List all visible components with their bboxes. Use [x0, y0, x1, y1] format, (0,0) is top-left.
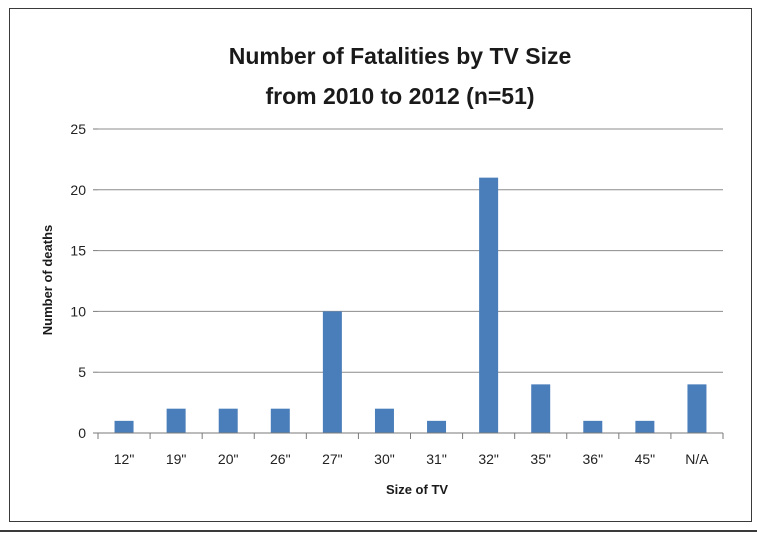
x-tick-label: 32": [478, 451, 499, 467]
bar: [166, 408, 186, 433]
bar: [427, 420, 447, 433]
x-tick-label: 45": [635, 451, 656, 467]
gridlines: [98, 128, 723, 373]
bar: [218, 408, 238, 433]
bar: [114, 420, 134, 433]
x-tick-label: 19": [166, 451, 187, 467]
y-tick-label: 15: [70, 243, 86, 259]
y-axis-ticks: 0 5 10 15 20 25: [70, 121, 98, 441]
x-tick-label: N/A: [685, 451, 709, 467]
y-tick-label: 0: [78, 425, 86, 441]
y-axis-label: Number of deaths: [40, 225, 55, 336]
chart-title-line-1: Number of Fatalities by TV Size: [229, 43, 572, 69]
x-axis-ticks: 12" 19" 20" 26" 27" 30" 31" 32" 35" 36" 45" N/A: [97, 433, 724, 467]
bar: [687, 384, 707, 433]
y-tick-label: 10: [70, 303, 86, 319]
bar: [322, 311, 342, 433]
x-axis-label: Size of TV: [386, 482, 448, 497]
bar: [635, 420, 655, 433]
x-tick-label: 12": [114, 451, 135, 467]
x-tick-label: 27": [322, 451, 343, 467]
x-tick-label: 36": [583, 451, 604, 467]
bottom-rule: [0, 530, 757, 532]
chart-title-line-2: from 2010 to 2012 (n=51): [265, 83, 534, 109]
bar: [479, 177, 499, 433]
x-tick-label: 20": [218, 451, 239, 467]
y-tick-label: 20: [70, 182, 86, 198]
bar: [531, 384, 551, 433]
x-tick-label: 35": [530, 451, 551, 467]
bar: [583, 420, 603, 433]
y-tick-label: 5: [78, 364, 86, 380]
chart-frame: [9, 8, 752, 522]
x-tick-label: 26": [270, 451, 291, 467]
bar: [270, 408, 290, 433]
bars: [114, 177, 707, 433]
bar: [374, 408, 394, 433]
x-tick-label: 31": [426, 451, 447, 467]
x-tick-label: 30": [374, 451, 395, 467]
y-tick-label: 25: [70, 121, 86, 137]
